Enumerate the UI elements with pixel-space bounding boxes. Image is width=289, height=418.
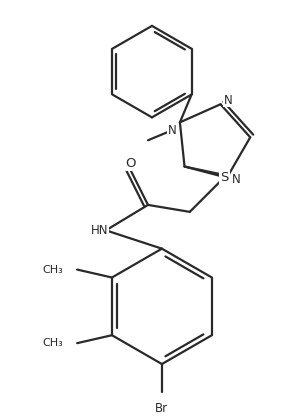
- Text: N: N: [168, 124, 176, 137]
- Text: N: N: [231, 173, 240, 186]
- Text: HN: HN: [90, 224, 108, 237]
- Text: Br: Br: [155, 402, 168, 415]
- Text: S: S: [221, 171, 229, 184]
- Text: N: N: [224, 94, 233, 107]
- Text: CH₃: CH₃: [42, 338, 63, 348]
- Text: O: O: [125, 157, 135, 170]
- Text: CH₃: CH₃: [42, 265, 63, 275]
